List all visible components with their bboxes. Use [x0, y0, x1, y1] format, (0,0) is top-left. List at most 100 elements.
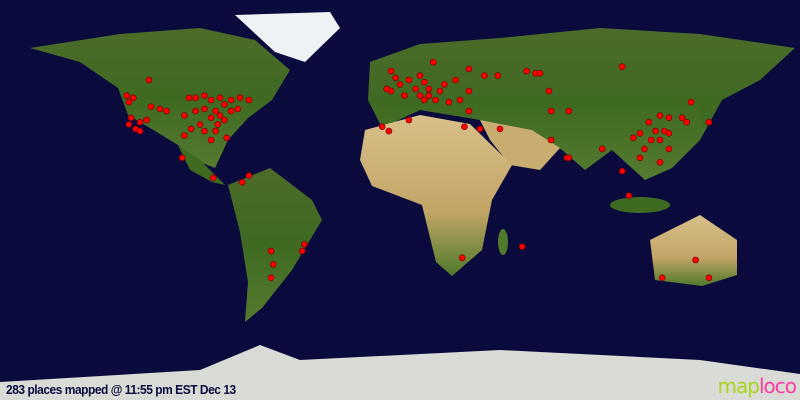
- place-marker[interactable]: [163, 107, 170, 115]
- place-marker[interactable]: [465, 107, 473, 115]
- place-marker[interactable]: [683, 118, 691, 126]
- place-marker[interactable]: [227, 96, 235, 104]
- place-marker[interactable]: [227, 107, 235, 115]
- place-marker[interactable]: [461, 123, 468, 130]
- place-marker[interactable]: [192, 107, 199, 115]
- place-marker[interactable]: [618, 63, 626, 70]
- place-marker[interactable]: [656, 136, 664, 144]
- place-marker[interactable]: [629, 134, 637, 142]
- place-marker[interactable]: [181, 132, 188, 139]
- place-marker[interactable]: [425, 92, 433, 99]
- place-marker[interactable]: [245, 96, 253, 104]
- place-marker[interactable]: [652, 127, 659, 135]
- place-marker[interactable]: [187, 125, 195, 133]
- place-marker[interactable]: [656, 112, 664, 119]
- place-marker[interactable]: [238, 178, 246, 186]
- place-marker[interactable]: [125, 98, 133, 106]
- place-marker[interactable]: [216, 94, 224, 102]
- place-marker[interactable]: [436, 87, 444, 95]
- place-marker[interactable]: [625, 192, 633, 199]
- place-marker[interactable]: [123, 92, 130, 99]
- place-marker[interactable]: [145, 76, 153, 84]
- place-marker[interactable]: [494, 72, 502, 79]
- place-marker[interactable]: [618, 167, 626, 175]
- place-marker[interactable]: [565, 107, 573, 115]
- place-marker[interactable]: [234, 105, 242, 113]
- place-marker[interactable]: [421, 78, 428, 86]
- place-marker[interactable]: [665, 114, 673, 122]
- place-marker[interactable]: [383, 85, 391, 93]
- place-marker[interactable]: [143, 116, 150, 124]
- place-marker[interactable]: [465, 65, 473, 73]
- place-marker[interactable]: [536, 70, 544, 77]
- place-marker[interactable]: [301, 241, 308, 248]
- place-marker[interactable]: [636, 130, 644, 137]
- place-marker[interactable]: [445, 98, 453, 106]
- place-marker[interactable]: [392, 74, 399, 82]
- place-marker[interactable]: [458, 254, 466, 262]
- place-marker[interactable]: [692, 256, 699, 264]
- place-marker[interactable]: [687, 98, 695, 106]
- place-marker[interactable]: [216, 112, 224, 119]
- place-marker[interactable]: [130, 94, 137, 102]
- place-marker[interactable]: [441, 81, 448, 88]
- place-marker[interactable]: [429, 58, 437, 66]
- place-marker[interactable]: [223, 134, 230, 142]
- place-marker[interactable]: [236, 94, 244, 102]
- place-marker[interactable]: [178, 154, 186, 162]
- place-marker[interactable]: [705, 274, 713, 282]
- place-marker[interactable]: [221, 101, 228, 108]
- place-marker[interactable]: [656, 158, 664, 166]
- place-marker[interactable]: [181, 112, 188, 119]
- place-marker[interactable]: [547, 136, 555, 144]
- place-marker[interactable]: [201, 127, 208, 135]
- place-marker[interactable]: [267, 274, 275, 282]
- place-marker[interactable]: [496, 125, 504, 133]
- place-marker[interactable]: [207, 136, 215, 144]
- place-marker[interactable]: [545, 87, 553, 95]
- place-marker[interactable]: [269, 261, 277, 268]
- place-marker[interactable]: [378, 123, 386, 130]
- place-marker[interactable]: [565, 154, 573, 162]
- place-marker[interactable]: [405, 76, 413, 84]
- place-marker[interactable]: [210, 174, 217, 182]
- place-marker[interactable]: [547, 107, 555, 115]
- place-marker[interactable]: [298, 247, 306, 255]
- place-marker[interactable]: [245, 172, 253, 179]
- place-marker[interactable]: [385, 127, 393, 135]
- place-marker[interactable]: [214, 121, 222, 128]
- place-marker[interactable]: [212, 127, 219, 135]
- place-marker[interactable]: [456, 96, 464, 104]
- place-marker[interactable]: [396, 81, 404, 88]
- place-marker[interactable]: [598, 145, 606, 153]
- place-marker[interactable]: [136, 127, 144, 135]
- place-marker[interactable]: [201, 92, 208, 99]
- place-marker[interactable]: [156, 105, 164, 113]
- place-marker[interactable]: [185, 94, 193, 102]
- place-marker[interactable]: [416, 72, 424, 79]
- place-marker[interactable]: [452, 76, 459, 84]
- place-marker[interactable]: [665, 145, 673, 153]
- place-marker[interactable]: [678, 114, 686, 122]
- place-marker[interactable]: [658, 274, 666, 282]
- place-marker[interactable]: [196, 121, 204, 128]
- place-marker[interactable]: [665, 130, 673, 137]
- place-marker[interactable]: [212, 107, 219, 115]
- place-marker[interactable]: [705, 118, 713, 126]
- place-marker[interactable]: [125, 121, 133, 128]
- place-marker[interactable]: [636, 154, 644, 162]
- place-marker[interactable]: [641, 145, 648, 153]
- place-marker[interactable]: [416, 92, 424, 99]
- place-marker[interactable]: [432, 96, 439, 104]
- place-marker[interactable]: [421, 96, 428, 104]
- place-marker[interactable]: [425, 85, 433, 93]
- place-marker[interactable]: [465, 87, 473, 95]
- place-marker[interactable]: [201, 105, 208, 113]
- place-marker[interactable]: [127, 114, 135, 122]
- place-marker[interactable]: [647, 136, 655, 144]
- place-marker[interactable]: [136, 118, 144, 126]
- place-marker[interactable]: [267, 247, 275, 255]
- place-marker[interactable]: [481, 72, 488, 79]
- maploco-logo[interactable]: maploco: [718, 374, 797, 398]
